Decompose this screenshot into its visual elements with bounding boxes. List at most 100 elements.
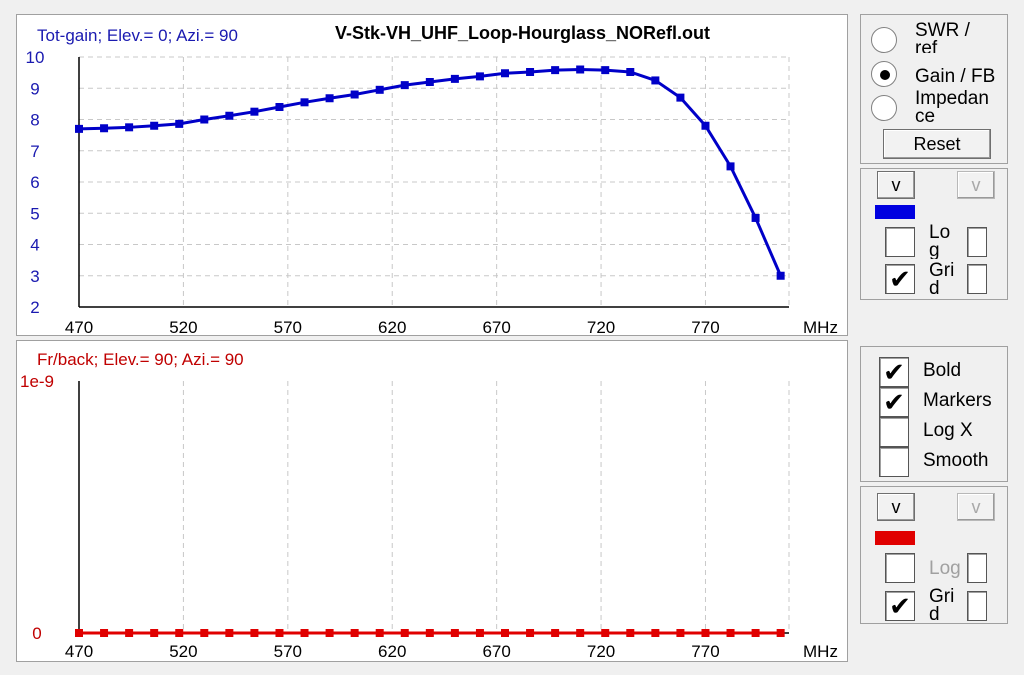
fb-grid-checkbox-2[interactable] xyxy=(967,591,987,621)
gain-marker xyxy=(425,78,434,86)
gain-marker xyxy=(225,111,234,120)
fb-y-tick-label: 1e-9 xyxy=(20,372,54,391)
gain-marker xyxy=(250,107,259,116)
reset-button[interactable]: Reset xyxy=(883,129,991,159)
gain-marker xyxy=(676,93,685,102)
gain-grid-label-2: d xyxy=(929,278,940,299)
gain-fb-label: Gain / FB xyxy=(915,66,996,87)
gain-marker xyxy=(576,65,585,74)
gain-marker xyxy=(450,74,459,83)
fb-log-checkbox[interactable] xyxy=(885,553,915,583)
gain-x-unit: MHz xyxy=(803,318,838,337)
fb-marker xyxy=(475,629,484,637)
fb-marker xyxy=(225,629,234,637)
swr-label: SWR / xyxy=(915,20,970,41)
gain-marker xyxy=(400,81,409,90)
gain-x-tick-label: 620 xyxy=(378,318,406,337)
fb-x-unit: MHz xyxy=(803,642,838,661)
fb-x-tick-label: 520 xyxy=(169,642,197,661)
markers-checkbox[interactable]: ✔ xyxy=(879,387,909,417)
gain-series-color-swatch[interactable] xyxy=(875,205,915,219)
fb-chart-panel: Fr/back; Elev.= 90; Azi.= 90 MHz 470 520 5… xyxy=(16,340,848,662)
gain-marker xyxy=(551,66,560,75)
fb-grid-checkbox[interactable]: ✔ xyxy=(885,591,915,621)
fb-y-tick-label: 0 xyxy=(32,624,41,643)
fb-series-controls: v v Log ✔ Gri d xyxy=(860,486,1008,624)
gain-marker xyxy=(300,98,309,107)
fb-marker xyxy=(425,629,434,637)
fb-grid-label-2: d xyxy=(929,604,940,623)
fb-marker xyxy=(450,629,459,637)
fb-marker xyxy=(651,629,660,637)
gain-grid-checkbox-2[interactable] xyxy=(967,264,987,294)
gain-marker xyxy=(501,69,509,78)
gain-marker xyxy=(701,121,710,130)
smooth-checkbox[interactable] xyxy=(879,447,909,477)
gain-y-tick-label: 2 xyxy=(30,298,39,317)
gain-marker xyxy=(325,94,334,103)
fb-marker xyxy=(701,629,710,637)
gain-y-tick-label: 7 xyxy=(30,142,39,161)
fb-chart-title: Fr/back; Elev.= 90; Azi.= 90 xyxy=(37,350,244,369)
gain-marker xyxy=(175,119,184,128)
fb-x-tick-label: 570 xyxy=(274,642,302,661)
impedance-label-2: ce xyxy=(915,106,936,125)
gain-x-tick-label: 770 xyxy=(691,318,719,337)
gain-fb-radio[interactable] xyxy=(871,61,897,87)
smooth-label: Smooth xyxy=(923,450,989,471)
fb-series-color-swatch[interactable] xyxy=(875,531,915,545)
bold-checkbox[interactable]: ✔ xyxy=(879,357,909,387)
gain-chart-panel: Tot-gain; Elev.= 0; Azi.= 90 V-Stk-VH_UH… xyxy=(16,14,848,337)
fb-marker xyxy=(676,629,685,637)
gain-marker xyxy=(776,271,785,280)
gain-y-tick-label: 4 xyxy=(30,236,39,255)
gain-series-up-button[interactable]: v xyxy=(957,171,995,199)
gain-marker xyxy=(75,124,83,133)
gain-y-tick-label: 9 xyxy=(30,79,39,98)
fb-marker xyxy=(175,629,184,637)
logx-checkbox[interactable] xyxy=(879,417,909,447)
gain-y-tick-label: 5 xyxy=(30,204,39,223)
impedance-radio[interactable] xyxy=(871,95,897,121)
gain-marker xyxy=(475,72,484,81)
fb-marker xyxy=(250,629,259,637)
fb-x-tick-label: 670 xyxy=(482,642,510,661)
gain-log-label-2: g xyxy=(929,240,940,259)
gain-series-down-button[interactable]: v xyxy=(877,171,915,199)
fb-grid-label: Gri xyxy=(929,586,955,607)
fb-marker xyxy=(275,629,284,637)
fb-marker xyxy=(100,629,109,637)
fb-chart: Fr/back; Elev.= 90; Azi.= 90 MHz 470 520 5… xyxy=(20,350,838,661)
fb-marker xyxy=(576,629,585,637)
fb-marker xyxy=(325,629,334,637)
fb-marker xyxy=(200,629,209,637)
fb-x-tick-label: 620 xyxy=(378,642,406,661)
gain-x-tick-label: 570 xyxy=(274,318,302,337)
gain-marker xyxy=(350,90,359,99)
fb-marker xyxy=(751,629,760,637)
gain-log-checkbox-2[interactable] xyxy=(967,227,987,257)
display-mode-group: SWR / ref Gain / FB Impedan ce Reset xyxy=(860,14,1008,164)
markers-label: Markers xyxy=(923,390,992,411)
gain-grid-checkbox[interactable]: ✔ xyxy=(885,264,915,294)
fb-marker xyxy=(551,629,560,637)
fb-log-checkbox-2[interactable] xyxy=(967,553,987,583)
fb-marker xyxy=(125,629,134,637)
fb-series-up-button[interactable]: v xyxy=(957,493,995,521)
fb-series-down-button[interactable]: v xyxy=(877,493,915,521)
fb-x-tick-label: 770 xyxy=(691,642,719,661)
gain-log-checkbox[interactable] xyxy=(885,227,915,257)
fb-plot-area: 470 520 570 620 670 720 770 0 1e-9 xyxy=(20,372,790,661)
gain-marker xyxy=(751,213,760,222)
fb-marker xyxy=(776,629,785,637)
gain-grid-label: Gri xyxy=(929,260,955,281)
gain-marker xyxy=(375,85,384,94)
fb-x-tick-label: 470 xyxy=(65,642,93,661)
gain-y-tick-label: 10 xyxy=(26,48,45,67)
swr-radio[interactable] xyxy=(871,27,897,53)
file-title: V-Stk-VH_UHF_Loop-Hourglass_NORefl.out xyxy=(335,23,710,43)
fb-x-tick-label: 720 xyxy=(587,642,615,661)
gain-chart: Tot-gain; Elev.= 0; Azi.= 90 V-Stk-VH_UH… xyxy=(26,23,838,337)
gain-marker xyxy=(275,103,284,111)
fb-marker xyxy=(626,629,635,637)
